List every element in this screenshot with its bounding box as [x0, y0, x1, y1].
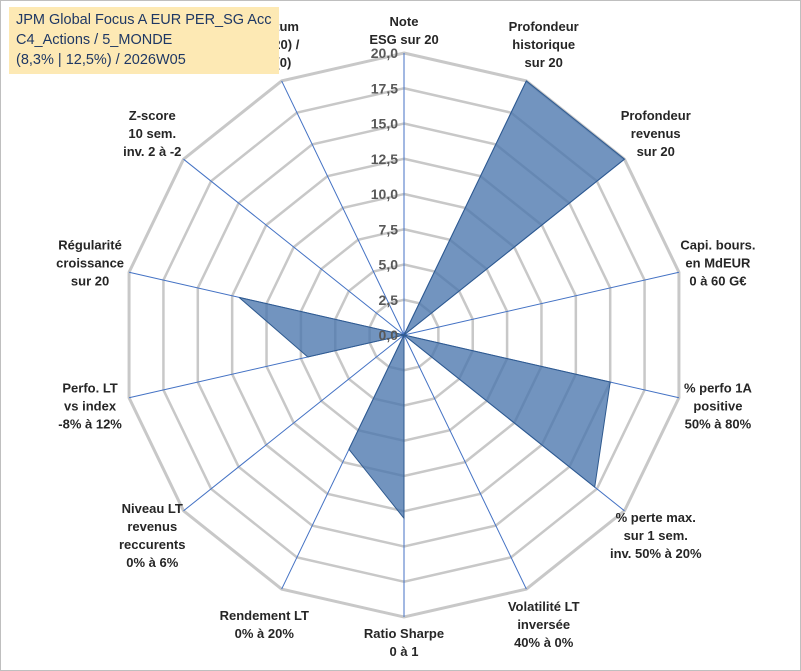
- chart-title-line-2: C4_Actions / 5_MONDE: [16, 32, 173, 48]
- tick-label-2: 5,0: [379, 257, 399, 273]
- tick-label-0: 0,0: [379, 327, 399, 343]
- tick-label-4: 10,0: [371, 186, 398, 202]
- axis-labels: Note ESG sur 20 Profondeur historique sur 20…: [56, 14, 755, 659]
- axis-label-12: Z-score 10 sem. inv. 2 à -2: [123, 108, 181, 159]
- axis-label-7: Ratio Sharpe 0 à 1: [364, 626, 444, 659]
- spoke-6: [403, 334, 527, 590]
- axis-label-8: Rendement LT 0% à 20%: [220, 608, 309, 641]
- axis-label-6: Volatilité LT inversée 40% à 0%: [508, 599, 580, 650]
- axis-label-10: Perfo. LT vs index -8% à 12%: [58, 381, 122, 432]
- axis-label-0: Note ESG sur 20: [369, 14, 438, 47]
- axis-label-3: Capi. bours. en MdEUR 0 à 60 G€: [680, 237, 755, 288]
- axis-label-5: % perte max. sur 1 sem. inv. 50% à 20%: [610, 510, 702, 561]
- axis-label-9: Niveau LT revenus reccurents 0% à 6%: [119, 501, 185, 570]
- tick-label-7: 17,5: [371, 80, 398, 96]
- tick-label-1: 2,5: [379, 292, 399, 308]
- chart-title-line-1: JPM Global Focus A EUR PER_SG Acc: [16, 12, 272, 28]
- spoke-12: [183, 158, 405, 336]
- chart-title-box: JPM Global Focus A EUR PER_SG Acc C4_Act…: [9, 7, 280, 74]
- spoke-3: [403, 271, 680, 336]
- axis-label-1: Profondeur historique sur 20: [509, 19, 579, 70]
- tick-label-8: 20,0: [371, 45, 398, 61]
- axis-label-11: Régularité croissance sur 20: [56, 237, 124, 288]
- spoke-9: [183, 334, 405, 512]
- tick-label-6: 15,0: [371, 116, 398, 132]
- series-area-0: [238, 80, 626, 520]
- radar-series: [238, 80, 626, 520]
- axis-label-2: Profondeur revenus sur 20: [621, 108, 691, 159]
- axis-label-4: % perfo 1A positive 50% à 80%: [684, 381, 753, 432]
- spoke-13: [281, 80, 405, 336]
- tick-label-5: 12,5: [371, 151, 398, 167]
- chart-title-line-3: (8,3% | 12,5%) / 2026W05: [16, 52, 186, 68]
- tick-label-3: 7,5: [379, 221, 399, 237]
- radial-ticks: 0,0 2,5 5,0 7,5 10,0 12,5 15,0 17,5 20,0: [371, 45, 398, 343]
